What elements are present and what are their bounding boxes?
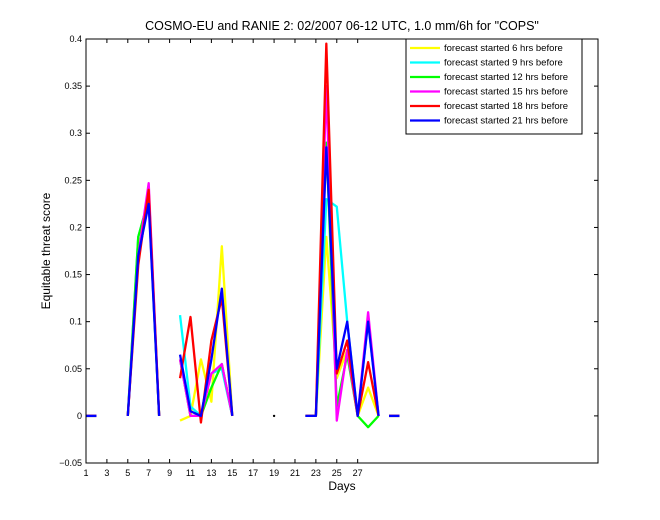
legend-entry-label: forecast started 15 hrs before	[444, 87, 568, 98]
legend-entry-label: forecast started 6 hrs before	[444, 43, 563, 54]
series-lines	[86, 42, 400, 429]
y-tick-label: 0.25	[64, 175, 82, 185]
x-tick-label: 11	[186, 468, 195, 478]
legend-entry-label: forecast started 9 hrs before	[444, 58, 563, 69]
chart-title: COSMO-EU and RANIE 2: 02/2007 06-12 UTC,…	[145, 19, 539, 33]
legend: forecast started 6 hrs before forecast st…	[405, 38, 583, 135]
y-tick-label: 0.4	[69, 34, 82, 44]
y-tick-label: 0.3	[69, 128, 82, 138]
legend-entry-label: forecast started 12 hrs before	[444, 72, 568, 83]
y-tick-label: 0.1	[69, 317, 82, 327]
y-tick-label: 0.05	[64, 364, 82, 374]
x-axis-label: Days	[328, 479, 355, 493]
x-tick-label: 25	[332, 468, 342, 478]
y-tick-label: 0.35	[64, 81, 82, 91]
x-tick-label: 9	[167, 468, 172, 478]
legend-entry-label: forecast started 21 hrs before	[444, 116, 568, 127]
y-tick-label: 0.2	[69, 222, 82, 232]
x-tick-label: 5	[125, 468, 130, 478]
x-tick-label: 19	[269, 468, 279, 478]
x-tick-label: 13	[206, 468, 216, 478]
legend-entry-label: forecast started 18 hrs before	[444, 101, 568, 112]
series-5	[86, 146, 400, 418]
x-axis-ticks: 1 3 5 7 9 11 13 15 17 19 21 23 25 27	[83, 39, 363, 478]
data-point-marker	[272, 414, 276, 418]
y-tick-label: 0	[77, 411, 82, 421]
x-tick-label: 27	[353, 468, 363, 478]
x-tick-label: 21	[290, 468, 300, 478]
legend-box	[405, 38, 583, 135]
x-tick-label: 7	[146, 468, 151, 478]
x-tick-label: 17	[248, 468, 258, 478]
x-tick-label: 1	[83, 468, 88, 478]
plot-frame	[85, 38, 599, 464]
y-tick-label: 0.15	[64, 270, 82, 280]
y-tick-label: −0.05	[59, 458, 82, 468]
series-line	[178, 287, 234, 418]
x-tick-label: 15	[227, 468, 237, 478]
series-line	[305, 146, 380, 418]
series-line	[126, 202, 161, 416]
x-tick-label: 23	[311, 468, 321, 478]
y-axis-label: Equitable threat score	[39, 192, 53, 309]
x-tick-label: 3	[104, 468, 109, 478]
